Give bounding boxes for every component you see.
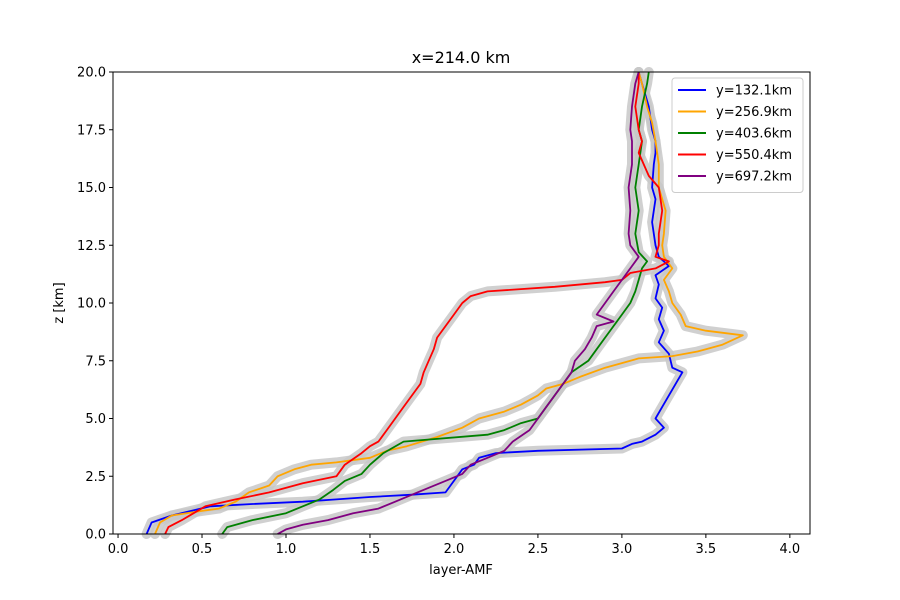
series-4-line <box>164 72 670 535</box>
y-tick-label: 5.0 <box>85 412 106 427</box>
x-axis: 0.0 0.5 1.0 1.5 2.0 2.5 3.0 3.5 4.0 <box>108 534 800 557</box>
y-tick-label: 15.0 <box>77 181 106 196</box>
x-tick-label: 1.0 <box>276 542 297 557</box>
plot-area <box>112 67 811 539</box>
series-3-line <box>221 71 650 535</box>
x-tick-label: 3.5 <box>696 542 717 557</box>
legend-label: y=403.6km <box>716 127 792 142</box>
series-5-line <box>277 71 640 535</box>
legend-label: y=256.9km <box>716 105 792 120</box>
chart-title: x=214.0 km <box>412 48 511 67</box>
y-tick-label: 0.0 <box>85 528 106 543</box>
y-tick-label: 10.0 <box>77 297 106 312</box>
x-tick-label: 2.5 <box>528 542 549 557</box>
series-1-line <box>145 71 684 535</box>
x-tick-label: 0.5 <box>192 542 213 557</box>
y-tick-label: 2.5 <box>85 470 106 485</box>
series-lines <box>145 71 744 535</box>
x-tick-label: 0.0 <box>108 542 129 557</box>
y-axis-label: z [km] <box>52 282 67 323</box>
legend-label: y=132.1km <box>716 84 792 99</box>
legend-label: y=550.4km <box>716 148 792 163</box>
x-tick-label: 1.5 <box>360 542 381 557</box>
x-tick-label: 4.0 <box>780 542 801 557</box>
y-tick-label: 12.5 <box>77 239 106 254</box>
y-tick-label: 20.0 <box>77 66 106 81</box>
y-axis: 0.0 2.5 5.0 7.5 10.0 12.5 15.0 17.5 20.0 <box>77 66 113 543</box>
x-tick-label: 2.0 <box>444 542 465 557</box>
x-axis-label: layer-AMF <box>429 563 493 578</box>
y-tick-label: 17.5 <box>77 123 106 138</box>
y-tick-label: 7.5 <box>85 354 106 369</box>
x-tick-label: 3.0 <box>612 542 633 557</box>
legend-box <box>671 77 804 193</box>
series-2-line <box>154 71 744 535</box>
legend-label: y=697.2km <box>716 170 792 185</box>
legend: y=132.1km y=256.9km y=403.6km y=550.4km y=69… <box>671 77 804 193</box>
